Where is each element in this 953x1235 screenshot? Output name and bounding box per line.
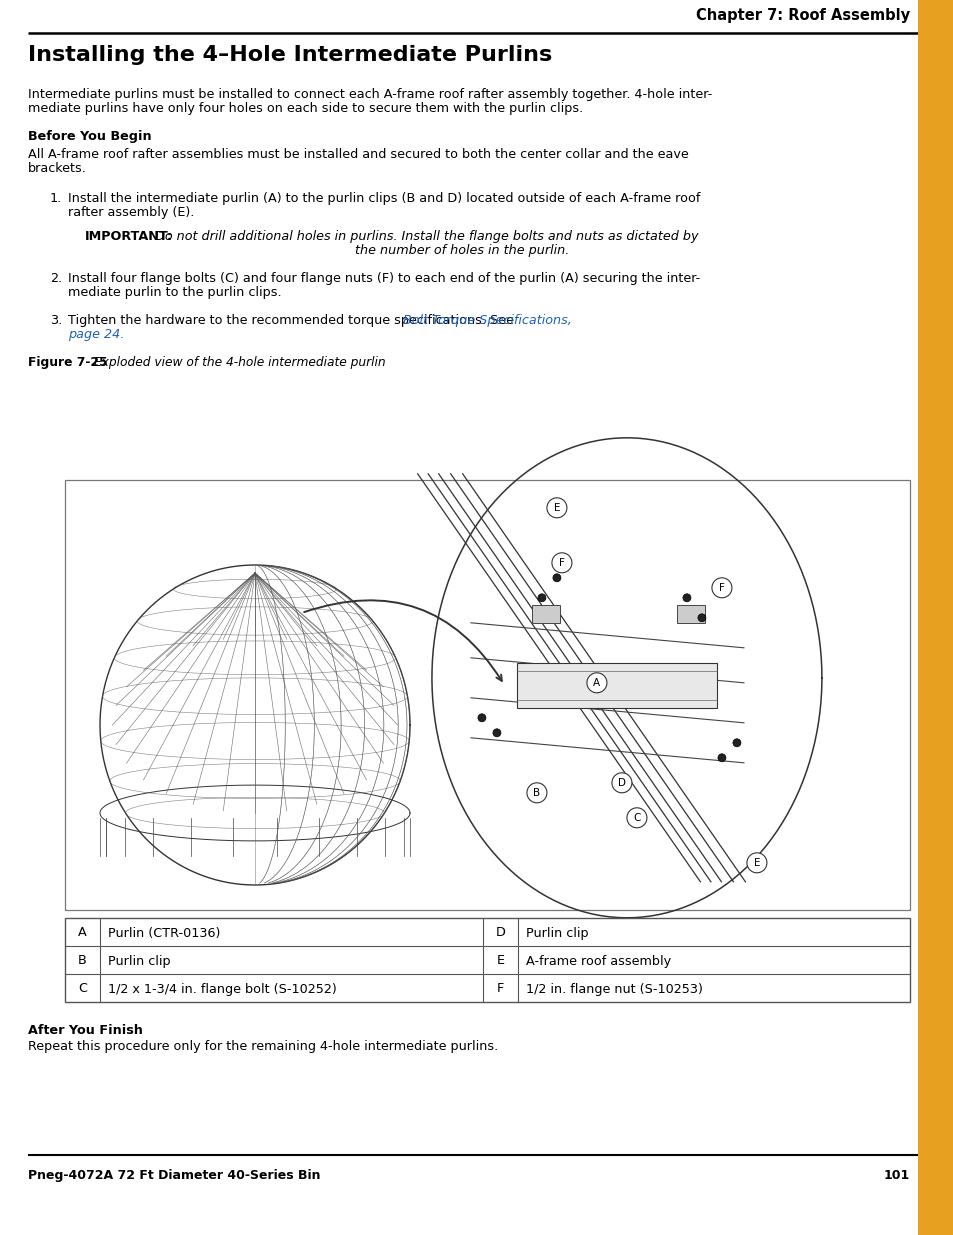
- Text: the number of holes in the purlin.: the number of holes in the purlin.: [355, 245, 569, 257]
- Text: F: F: [497, 983, 503, 995]
- Circle shape: [553, 574, 560, 582]
- Text: Purlin clip: Purlin clip: [108, 955, 171, 967]
- Text: 3.: 3.: [50, 314, 62, 327]
- Text: brackets.: brackets.: [28, 162, 87, 175]
- Text: Exploded view of the 4-hole intermediate purlin: Exploded view of the 4-hole intermediate…: [90, 356, 385, 369]
- Circle shape: [546, 498, 566, 517]
- Text: mediate purlin to the purlin clips.: mediate purlin to the purlin clips.: [68, 287, 281, 299]
- Text: D: D: [618, 778, 625, 788]
- Text: IMPORTANT:: IMPORTANT:: [85, 230, 172, 243]
- Text: All A-frame roof rafter assemblies must be installed and secured to both the cen: All A-frame roof rafter assemblies must …: [28, 148, 688, 161]
- Text: 1/2 x 1-3/4 in. flange bolt (S-10252): 1/2 x 1-3/4 in. flange bolt (S-10252): [108, 983, 336, 995]
- Circle shape: [746, 853, 766, 873]
- Text: Installing the 4–Hole Intermediate Purlins: Installing the 4–Hole Intermediate Purli…: [28, 44, 552, 65]
- Circle shape: [477, 714, 485, 721]
- Text: Repeat this procedure only for the remaining 4-hole intermediate purlins.: Repeat this procedure only for the remai…: [28, 1040, 497, 1053]
- Text: Figure 7-25: Figure 7-25: [28, 356, 108, 369]
- Text: Tighten the hardware to the recommended torque specifications. See: Tighten the hardware to the recommended …: [68, 314, 517, 327]
- Text: Pneg-4072A 72 Ft Diameter 40-Series Bin: Pneg-4072A 72 Ft Diameter 40-Series Bin: [28, 1170, 320, 1182]
- Text: 101: 101: [882, 1170, 909, 1182]
- Text: C: C: [633, 813, 640, 823]
- Text: Install four flange bolts (C) and four flange nuts (F) to each end of the purlin: Install four flange bolts (C) and four f…: [68, 272, 700, 285]
- Circle shape: [732, 739, 740, 747]
- Circle shape: [526, 783, 546, 803]
- Text: Before You Begin: Before You Begin: [28, 130, 152, 143]
- Circle shape: [718, 753, 725, 762]
- Circle shape: [537, 594, 545, 601]
- Bar: [532, 605, 559, 622]
- Circle shape: [586, 673, 606, 693]
- Text: Purlin clip: Purlin clip: [525, 926, 588, 940]
- Text: mediate purlins have only four holes on each side to secure them with the purlin: mediate purlins have only four holes on …: [28, 103, 582, 115]
- Text: A: A: [593, 678, 599, 688]
- Text: A-frame roof assembly: A-frame roof assembly: [525, 955, 670, 967]
- Text: Install the intermediate purlin (A) to the purlin clips (B and D) located outsid: Install the intermediate purlin (A) to t…: [68, 191, 700, 205]
- Text: Intermediate purlins must be installed to connect each A-frame roof rafter assem: Intermediate purlins must be installed t…: [28, 88, 712, 101]
- Text: Bolt Torque Specifications,: Bolt Torque Specifications,: [402, 314, 571, 327]
- Circle shape: [698, 614, 705, 621]
- Circle shape: [626, 808, 646, 827]
- Bar: [677, 605, 704, 622]
- Text: C: C: [78, 983, 87, 995]
- Text: B: B: [78, 955, 87, 967]
- Text: Chapter 7: Roof Assembly: Chapter 7: Roof Assembly: [695, 7, 909, 23]
- Text: B: B: [533, 788, 540, 798]
- Bar: [517, 663, 716, 708]
- Text: E: E: [753, 858, 760, 868]
- Text: 1/2 in. flange nut (S-10253): 1/2 in. flange nut (S-10253): [525, 983, 702, 995]
- Text: D: D: [495, 926, 505, 940]
- Text: 2.: 2.: [50, 272, 62, 285]
- Bar: [917, 0, 953, 1235]
- Text: Purlin (CTR-0136): Purlin (CTR-0136): [108, 926, 220, 940]
- Text: F: F: [719, 583, 724, 593]
- Bar: [65, 480, 909, 910]
- Circle shape: [493, 729, 500, 737]
- Text: 1.: 1.: [50, 191, 62, 205]
- Text: rafter assembly (E).: rafter assembly (E).: [68, 206, 194, 219]
- Circle shape: [682, 594, 690, 601]
- Text: E: E: [553, 503, 559, 513]
- Bar: [65, 918, 909, 1002]
- Text: After You Finish: After You Finish: [28, 1024, 143, 1037]
- Text: A: A: [78, 926, 87, 940]
- Text: E: E: [496, 955, 504, 967]
- Text: page 24.: page 24.: [68, 329, 124, 341]
- Circle shape: [552, 553, 572, 573]
- Text: Do not drill additional holes in purlins. Install the flange bolts and nuts as d: Do not drill additional holes in purlins…: [151, 230, 698, 243]
- Text: F: F: [558, 558, 564, 568]
- Circle shape: [711, 578, 731, 598]
- Circle shape: [611, 773, 631, 793]
